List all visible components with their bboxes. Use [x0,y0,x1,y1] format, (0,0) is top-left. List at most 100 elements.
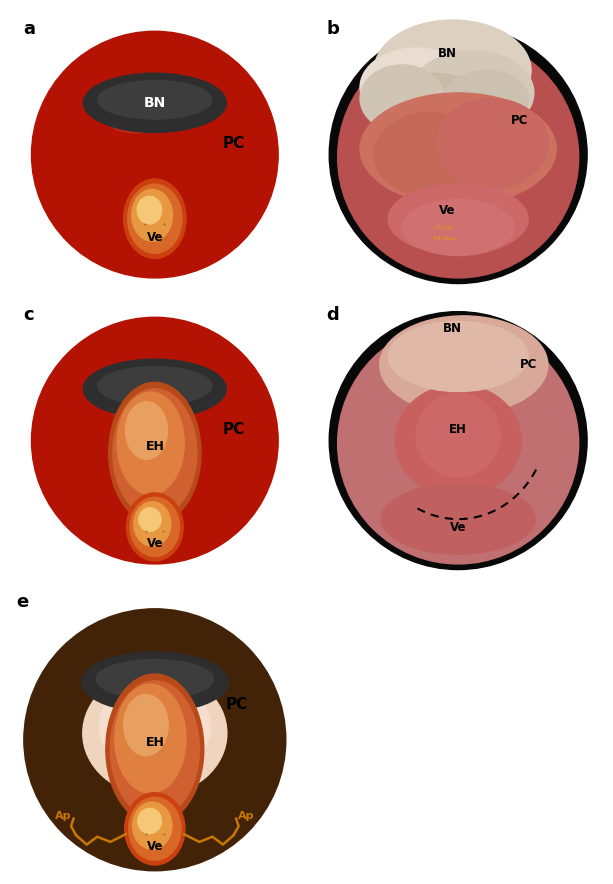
Circle shape [75,74,235,235]
Circle shape [115,400,195,481]
Circle shape [118,118,192,192]
Circle shape [139,425,170,456]
Ellipse shape [110,681,199,817]
Ellipse shape [132,802,172,850]
Circle shape [69,68,241,241]
Circle shape [50,50,260,259]
Circle shape [142,142,167,167]
Circle shape [121,121,189,188]
Circle shape [53,638,257,842]
Circle shape [109,394,201,487]
Circle shape [47,332,263,548]
Text: (0.1 J/s): (0.1 J/s) [435,225,454,230]
Text: b: b [327,20,340,38]
Text: PC: PC [511,114,528,127]
Circle shape [129,713,181,766]
Ellipse shape [96,659,213,698]
Circle shape [87,373,223,508]
Circle shape [44,43,266,265]
Circle shape [105,105,204,204]
Ellipse shape [128,184,182,253]
Circle shape [97,682,213,798]
Text: Ve: Ve [147,840,163,853]
Circle shape [338,37,579,278]
Circle shape [126,711,184,769]
Circle shape [94,679,216,801]
Circle shape [99,99,210,210]
Ellipse shape [444,71,528,126]
Circle shape [338,323,579,564]
Circle shape [127,126,183,182]
Circle shape [87,87,223,223]
Circle shape [114,699,196,781]
Circle shape [134,720,175,760]
Circle shape [140,725,169,754]
Ellipse shape [83,671,227,796]
Text: PC: PC [222,422,245,437]
Circle shape [137,722,172,758]
Ellipse shape [436,98,548,188]
Circle shape [152,737,158,743]
Circle shape [105,392,204,490]
Text: EH: EH [145,735,164,749]
Circle shape [102,103,207,207]
Circle shape [143,728,167,751]
Circle shape [24,609,286,871]
Circle shape [81,80,229,229]
Circle shape [117,702,192,778]
Ellipse shape [83,73,226,133]
Circle shape [66,65,244,244]
Circle shape [145,431,164,450]
Ellipse shape [388,322,528,392]
Circle shape [112,398,198,484]
Text: BN: BN [143,95,166,110]
Circle shape [59,59,251,250]
Circle shape [133,419,177,462]
Circle shape [130,130,180,179]
Circle shape [31,31,278,278]
Text: Ap: Ap [55,811,71,820]
Ellipse shape [360,65,444,133]
Circle shape [88,673,222,807]
Circle shape [102,688,207,792]
Ellipse shape [379,316,548,414]
Circle shape [123,708,187,772]
Circle shape [329,26,587,284]
Circle shape [99,385,210,496]
Ellipse shape [402,200,514,255]
Text: BN: BN [438,47,457,60]
Circle shape [93,93,216,217]
Circle shape [63,348,247,533]
Circle shape [47,47,263,263]
Circle shape [78,78,232,232]
Ellipse shape [130,498,180,557]
Ellipse shape [138,808,161,834]
Circle shape [329,312,587,569]
Circle shape [56,56,254,253]
Circle shape [29,614,280,865]
Circle shape [78,363,232,518]
Ellipse shape [388,184,528,254]
Text: Ve: Ve [147,232,163,244]
Circle shape [142,428,167,453]
Circle shape [44,629,265,850]
Circle shape [91,675,219,804]
Circle shape [59,644,251,835]
Circle shape [149,734,161,745]
Ellipse shape [97,80,212,119]
Ellipse shape [395,385,521,497]
Circle shape [152,151,158,157]
Circle shape [76,661,234,819]
Ellipse shape [411,51,534,135]
Circle shape [34,320,275,560]
Text: d: d [327,306,339,324]
Circle shape [63,62,247,248]
Ellipse shape [139,507,161,531]
Ellipse shape [109,383,201,523]
Ellipse shape [374,112,486,196]
Circle shape [50,635,259,844]
Circle shape [84,370,226,512]
Ellipse shape [134,502,171,546]
Ellipse shape [124,793,185,865]
Ellipse shape [106,674,204,824]
